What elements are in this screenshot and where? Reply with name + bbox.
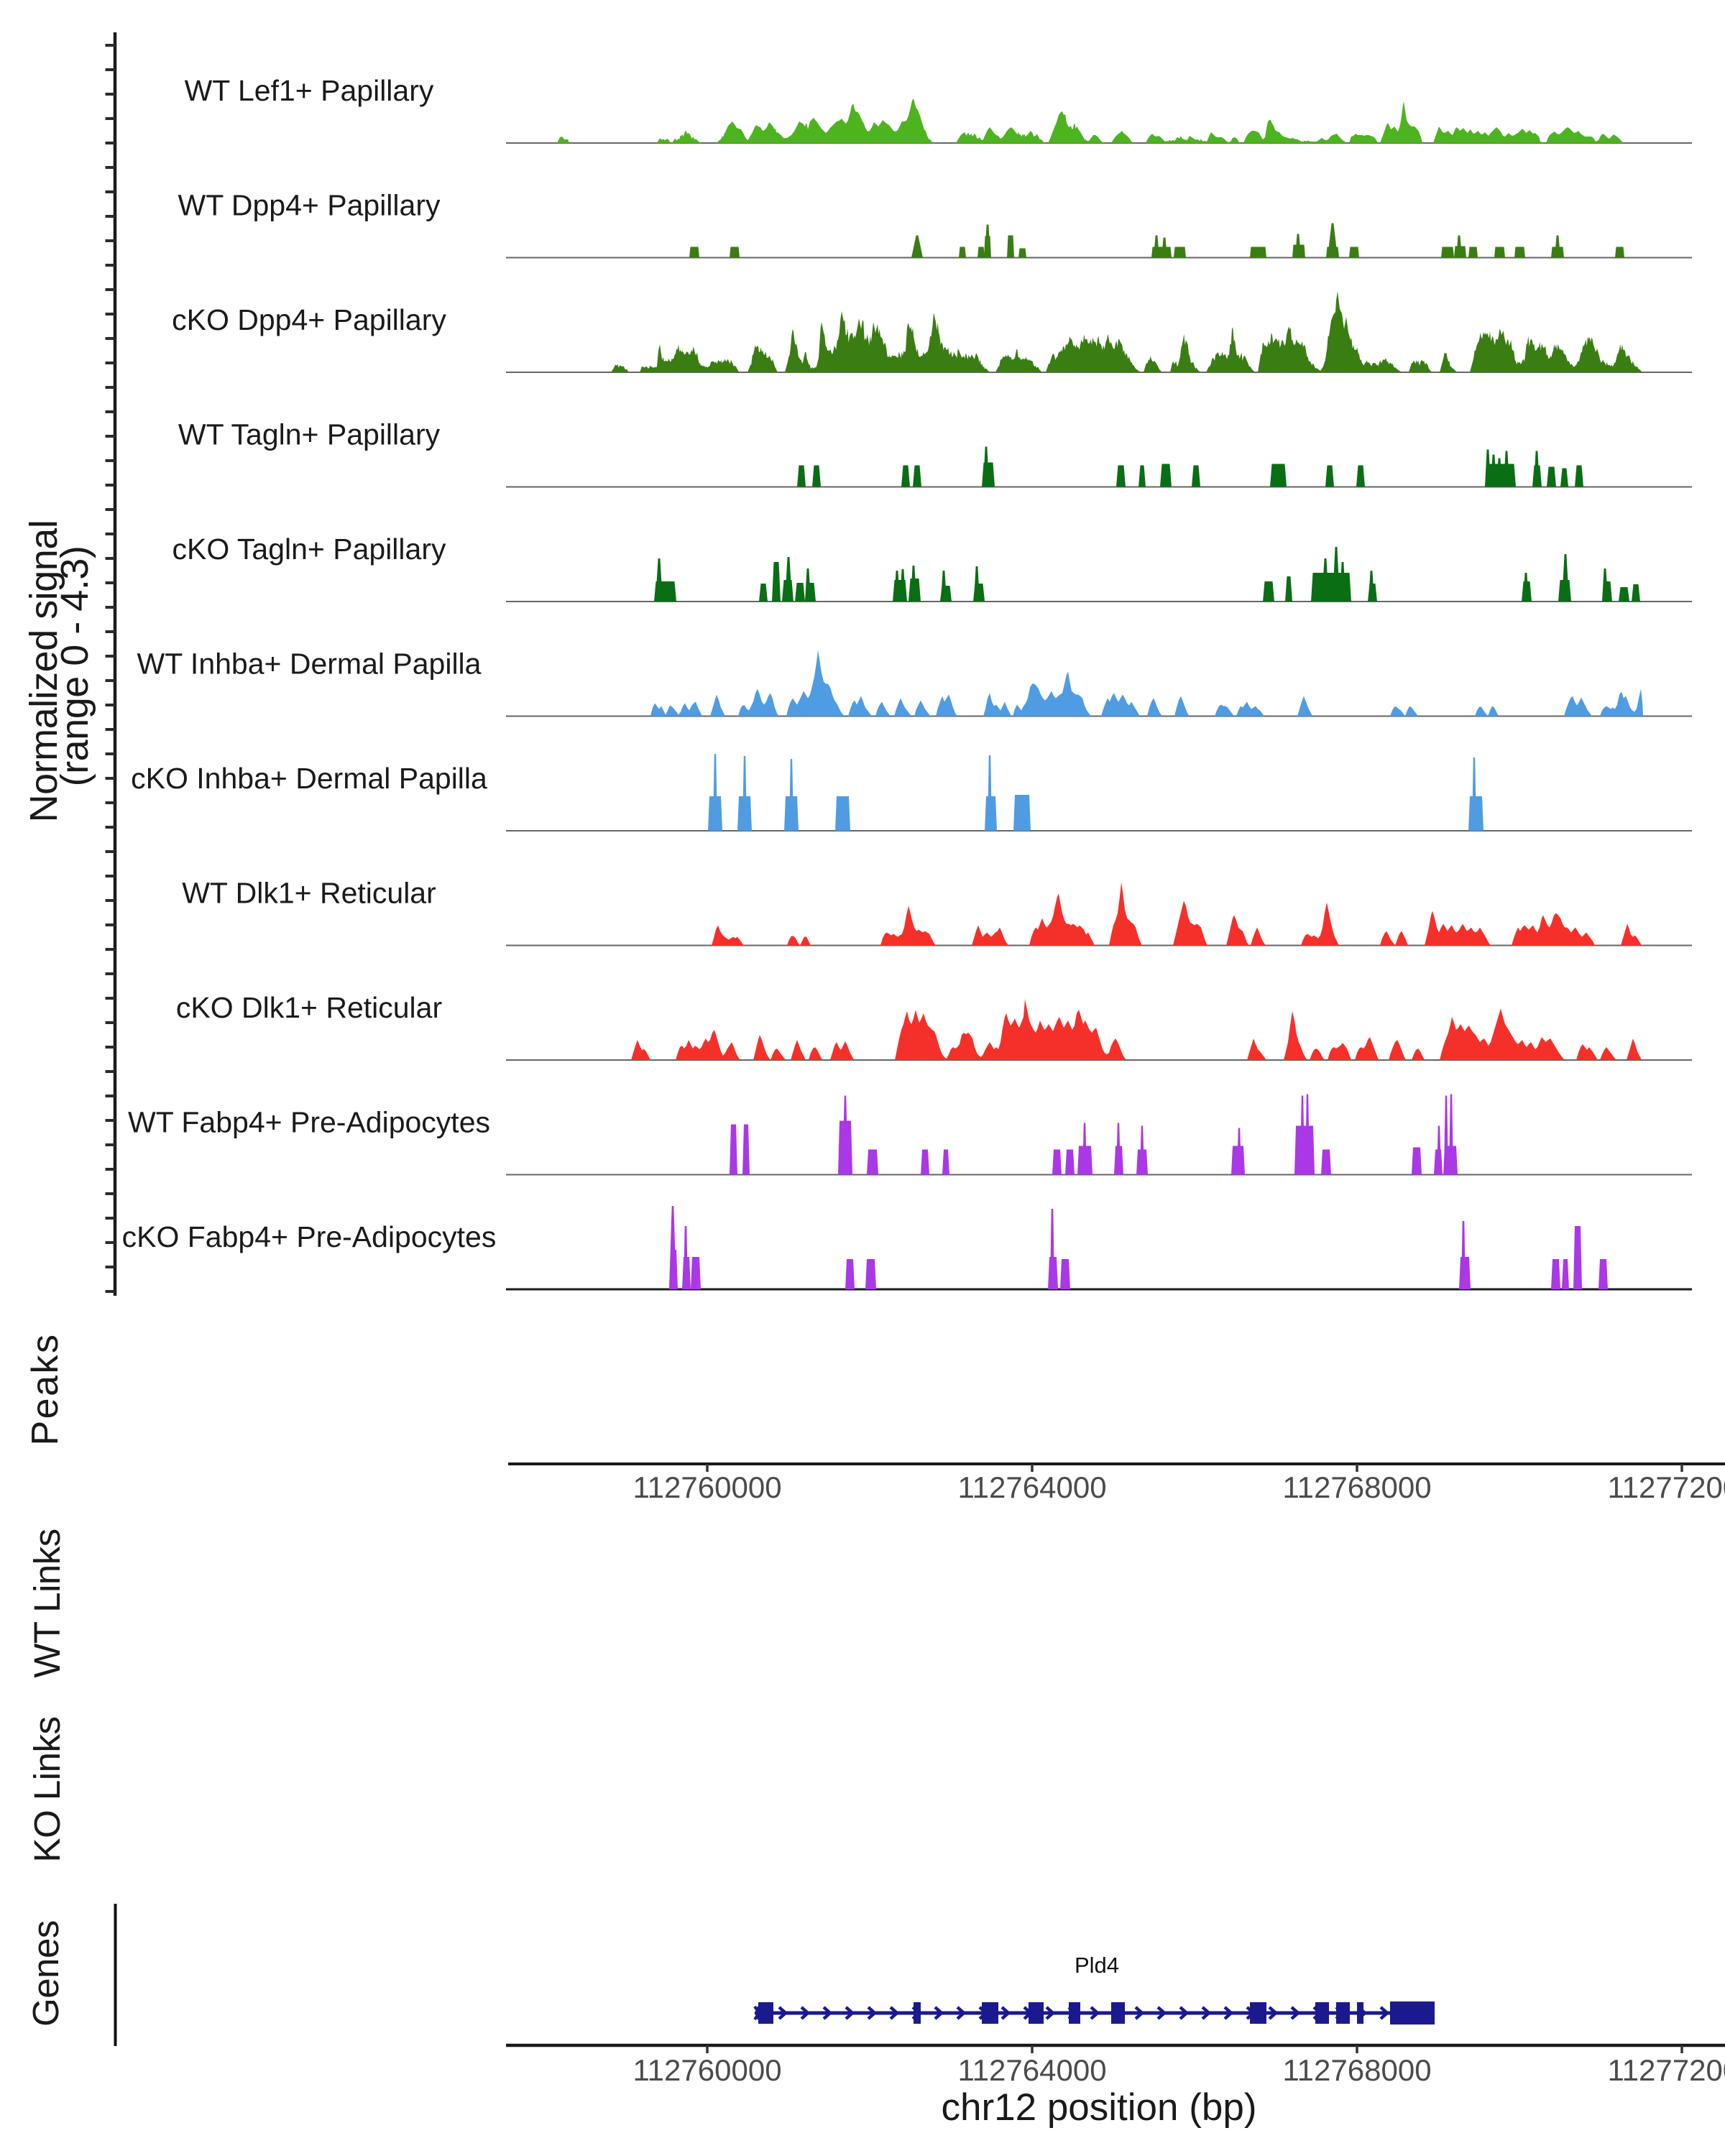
svg-text:112764000: 112764000 <box>957 2053 1106 2087</box>
svg-text:112768000: 112768000 <box>1282 1470 1431 1504</box>
svg-text:cKO Fabp4+ Pre-Adipocytes: cKO Fabp4+ Pre-Adipocytes <box>122 1220 497 1253</box>
svg-text:cKO Dlk1+ Reticular: cKO Dlk1+ Reticular <box>176 991 442 1024</box>
svg-text:112768000: 112768000 <box>1282 2053 1431 2087</box>
svg-text:Genes: Genes <box>25 1920 66 2027</box>
svg-text:112764000: 112764000 <box>957 1470 1106 1504</box>
svg-text:WT Dlk1+ Reticular: WT Dlk1+ Reticular <box>182 877 436 910</box>
svg-text:KO Links: KO Links <box>27 1717 68 1863</box>
svg-text:WT Dpp4+ Papillary: WT Dpp4+ Papillary <box>178 189 441 222</box>
svg-text:WT Tagln+ Papillary: WT Tagln+ Papillary <box>178 418 441 451</box>
svg-text:chr12 position (bp): chr12 position (bp) <box>942 2086 1257 2129</box>
svg-text:Pld4: Pld4 <box>1075 1953 1119 1978</box>
svg-text:Normalized signal: Normalized signal <box>22 520 65 823</box>
svg-text:cKO Inhba+ Dermal Papilla: cKO Inhba+ Dermal Papilla <box>131 762 487 795</box>
svg-text:112760000: 112760000 <box>632 2053 781 2087</box>
svg-text:WT Links: WT Links <box>27 1529 68 1678</box>
svg-text:(range 0 - 4.3): (range 0 - 4.3) <box>53 546 96 787</box>
svg-text:112772000: 112772000 <box>1607 1470 1725 1504</box>
svg-text:cKO Tagln+ Papillary: cKO Tagln+ Papillary <box>172 533 446 566</box>
svg-text:112772000: 112772000 <box>1607 2053 1725 2087</box>
svg-text:WT Lef1+ Papillary: WT Lef1+ Papillary <box>185 74 434 107</box>
svg-text:112760000: 112760000 <box>632 1470 781 1504</box>
svg-text:Peaks: Peaks <box>24 1332 66 1445</box>
svg-text:cKO Dpp4+ Papillary: cKO Dpp4+ Papillary <box>172 303 446 336</box>
svg-text:WT Inhba+ Dermal Papilla: WT Inhba+ Dermal Papilla <box>137 648 482 681</box>
svg-text:WT Fabp4+ Pre-Adipocytes: WT Fabp4+ Pre-Adipocytes <box>128 1106 490 1139</box>
